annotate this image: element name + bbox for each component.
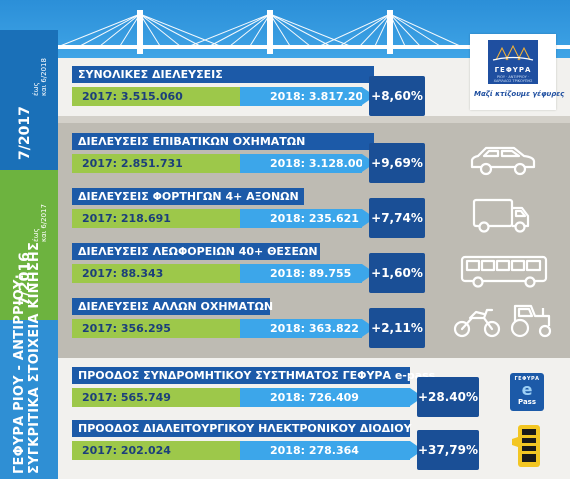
truck-icon (472, 198, 530, 233)
row-cars-2017: 2017: 2.851.731 (72, 154, 240, 173)
row-toll-title: ΠΡΟΟΔΟΣ ΔΙΑΛΕΙΤΟΥΡΓΙΚΟΥ ΗΛΕΚΤΡΟΝΙΚΟΥ ΔΙΟ… (72, 420, 412, 437)
logo-mark: ΓΕΦΥΡΑ ΡΙΟΥ · ΑΝΤΙΡΡΙΟΥ · ΧΑΡΙΛΑΟΣ ΤΡΙΚΟ… (488, 40, 538, 84)
logo-bridge-icon (492, 44, 534, 61)
row-epass-change: +28.40% (417, 377, 479, 417)
row-trucks-title: ΔΙΕΛΕΥΣΕΙΣ ΦΟΡΤΗΓΩΝ 4+ ΑΞΟΝΩΝ (72, 188, 304, 205)
logo-subtitle: ΡΙΟΥ · ΑΝΤΙΡΡΙΟΥ · ΧΑΡΙΛΑΟΣ ΤΡΙΚΟΥΠΗΣ (493, 75, 533, 83)
period-2018-label: 7/2017 (14, 106, 33, 160)
row-other-change: +2,11% (369, 308, 425, 348)
row-toll-2017: 2017: 202.024 (72, 441, 240, 460)
row-buses-change: +1,60% (369, 253, 425, 293)
row-other-2018: 2018: 363.822 (240, 319, 362, 338)
period-2018-strip (0, 30, 58, 170)
row-epass-2017: 2017: 565.749 (72, 388, 240, 407)
row-epass-title: ΠΡΟΟΔΟΣ ΣΥΝΔΡΟΜΗΤΙΚΟΥ ΣΥΣΤΗΜΑΤΟΣ ΓΕΦΥΡΑ … (72, 367, 435, 384)
epass-label-bottom: Pass (518, 398, 536, 406)
row-trucks-2018: 2018: 235.621 (240, 209, 362, 228)
row-trucks-change: +7,74% (369, 198, 425, 238)
row-cars-title: ΔΙΕΛΕΥΣΕΙΣ ΕΠΙΒΑΤΙΚΩΝ ΟΧΗΜΑΤΩΝ (72, 133, 374, 150)
row-cars-change: +9,69% (369, 143, 425, 183)
sidebar-title-line-1: ΓΕΦΥΡΑ ΡΙΟΥ - ΑΝΤΙΡΡΙΟΥ: (12, 273, 27, 474)
row-totals-title: ΣΥΝΟΛΙΚΕΣ ΔΙΕΛΕΥΣΕΙΣ (72, 66, 374, 83)
period-2017-sub-2: και 6/2017 (40, 204, 48, 242)
gefyra-logo: ΓΕΦΥΡΑ ΡΙΟΥ · ΑΝΤΙΡΡΙΟΥ · ΧΑΡΙΛΑΟΣ ΤΡΙΚΟ… (470, 34, 565, 110)
period-2018-main: 7/2017 (17, 106, 33, 160)
row-buses-title: ΔΙΕΛΕΥΣΕΙΣ ΛΕΩΦΟΡΕΙΩΝ 40+ ΘΕΣΕΩΝ (72, 243, 320, 260)
period-2017-sub-1: έως (32, 228, 40, 242)
epass-label-top: ΓΕΦΥΡΑ (514, 376, 540, 382)
period-2018-sub: έως και 6/2018 (32, 58, 48, 96)
row-cars-2018: 2018: 3.128.002 (240, 154, 371, 173)
sidebar-title: ΓΕΦΥΡΑ ΡΙΟΥ - ΑΝΤΙΡΡΙΟΥ: ΣΥΓΚΡΙΤΙΚΑ ΣΤΟΙ… (12, 242, 42, 474)
car-icon (470, 146, 536, 176)
row-epass-2018: 2018: 726.409 (240, 388, 410, 407)
row-buses-2018: 2018: 89.755 (240, 264, 362, 283)
row-toll-2018: 2018: 278.364 (240, 441, 410, 460)
toll-tag-icon (512, 425, 540, 467)
row-totals-change: +8,60% (369, 76, 425, 116)
period-2017-strip (0, 170, 58, 320)
row-trucks-2017: 2017: 218.691 (72, 209, 240, 228)
row-other-title: ΔΙΕΛΕΥΣΕΙΣ ΑΛΛΩΝ ΟΧΗΜΑΤΩΝ (72, 298, 273, 315)
section-divider (58, 116, 570, 123)
row-other-2017: 2017: 356.295 (72, 319, 240, 338)
period-2018-sub-1: έως (32, 82, 40, 96)
row-totals-2017: 2017: 3.515.060 (72, 87, 240, 106)
period-2018-sub-2: και 6/2018 (40, 58, 48, 96)
epass-icon: ΓΕΦΥΡΑ e Pass (510, 373, 544, 411)
bridge-illustration (0, 10, 570, 54)
row-toll-change: +37,79% (417, 430, 479, 470)
period-2017-sub: έως και 6/2017 (32, 204, 48, 242)
bus-icon (460, 255, 548, 288)
logo-tagline: Μαζί κτίζουμε γέφυρες (474, 90, 565, 98)
motorcycle-icon (453, 308, 501, 338)
row-buses-2017: 2017: 88.343 (72, 264, 240, 283)
tractor-icon (510, 304, 552, 338)
epass-label-e: e (521, 380, 533, 399)
row-totals-2018: 2018: 3.817.200 (240, 87, 371, 106)
sidebar-title-line-2: ΣΥΓΚΡΙΤΙΚΑ ΣΤΟΙΧΕΙΑ ΚΙΝΗΣΗΣ (27, 241, 42, 474)
logo-title: ΓΕΦΥΡΑ (494, 66, 532, 74)
